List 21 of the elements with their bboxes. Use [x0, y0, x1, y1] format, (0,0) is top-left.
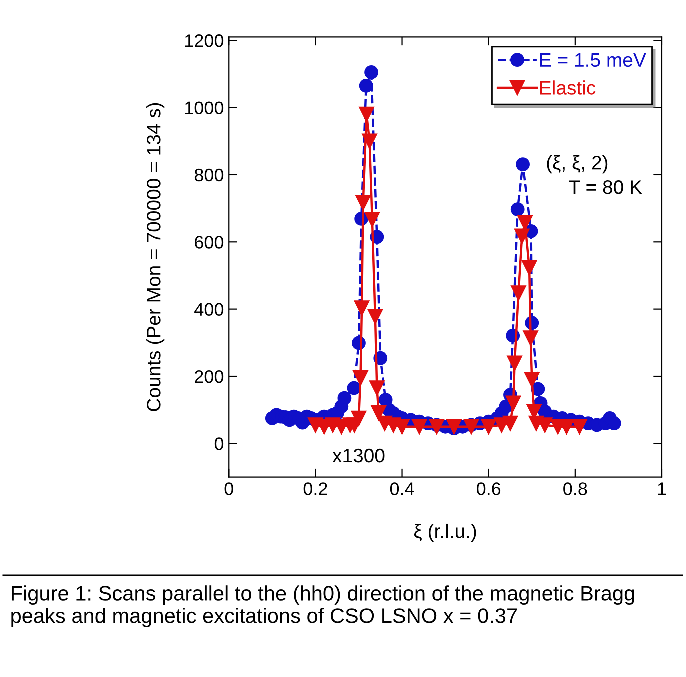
x-tick-label: 0 [224, 482, 234, 496]
y-axis-title: Counts (Per Mon = 700000 = 134 s) [146, 103, 165, 412]
y-tick-label: 200 [195, 370, 224, 384]
annotation: (ξ, ξ, 2) [547, 155, 608, 174]
legend-label: Elastic [540, 80, 596, 95]
annotation: x1300 [332, 448, 385, 463]
y-tick-label: 600 [195, 236, 224, 249]
x-tick-label: 0.4 [390, 482, 414, 496]
x-tick-label: 0.2 [304, 482, 328, 496]
y-tick-label: 800 [194, 168, 224, 182]
y-tick-label: 0 [214, 438, 224, 450]
y-tick-label: 400 [194, 303, 224, 316]
y-tick-label: 1200 [185, 34, 224, 48]
annotation: T = 80 K [569, 180, 642, 194]
caption: Figure 1: Scans parallel to the (hh0) direction of the magnetic Bragg peaks and magnetic excitations of CSO LSNO x = 0.37 [12, 586, 634, 628]
legend-label: E = 1.5 meV [540, 54, 646, 68]
x-tick-label: 0.6 [477, 482, 501, 496]
x-axis-title: ξ (r.l.u.) [414, 524, 476, 542]
y-tick-label: 1000 [185, 102, 224, 114]
x-tick-label: 1 [658, 482, 666, 496]
x-tick-label: 0.8 [564, 482, 588, 496]
